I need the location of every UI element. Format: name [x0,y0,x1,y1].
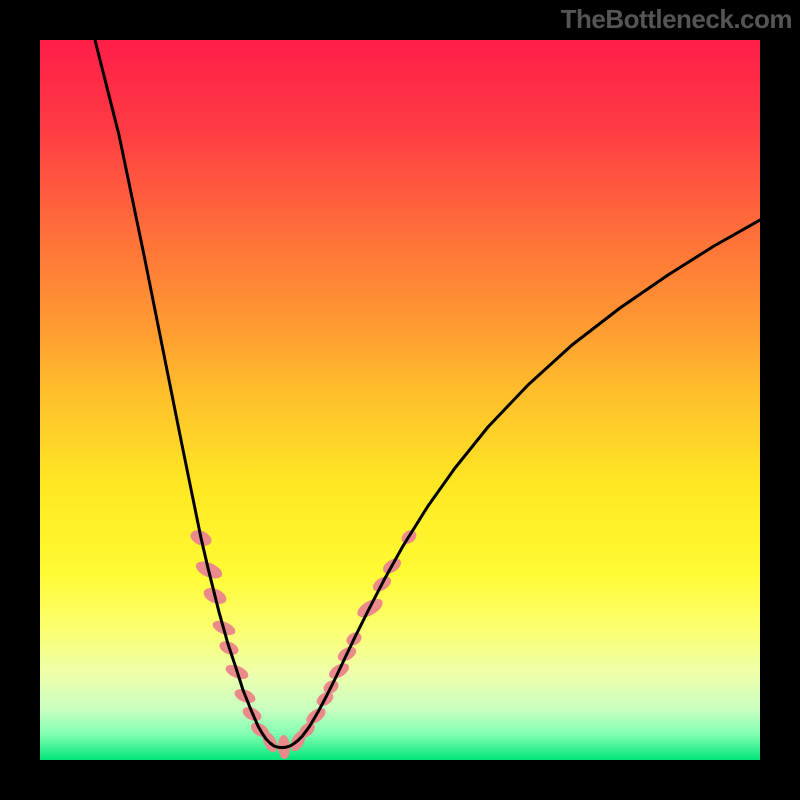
watermark-text: TheBottleneck.com [561,4,792,35]
curve-layer [40,40,760,760]
bottleneck-curve [95,40,760,748]
data-markers [188,527,419,759]
plot-area [40,40,760,760]
chart-frame: TheBottleneck.com [0,0,800,800]
